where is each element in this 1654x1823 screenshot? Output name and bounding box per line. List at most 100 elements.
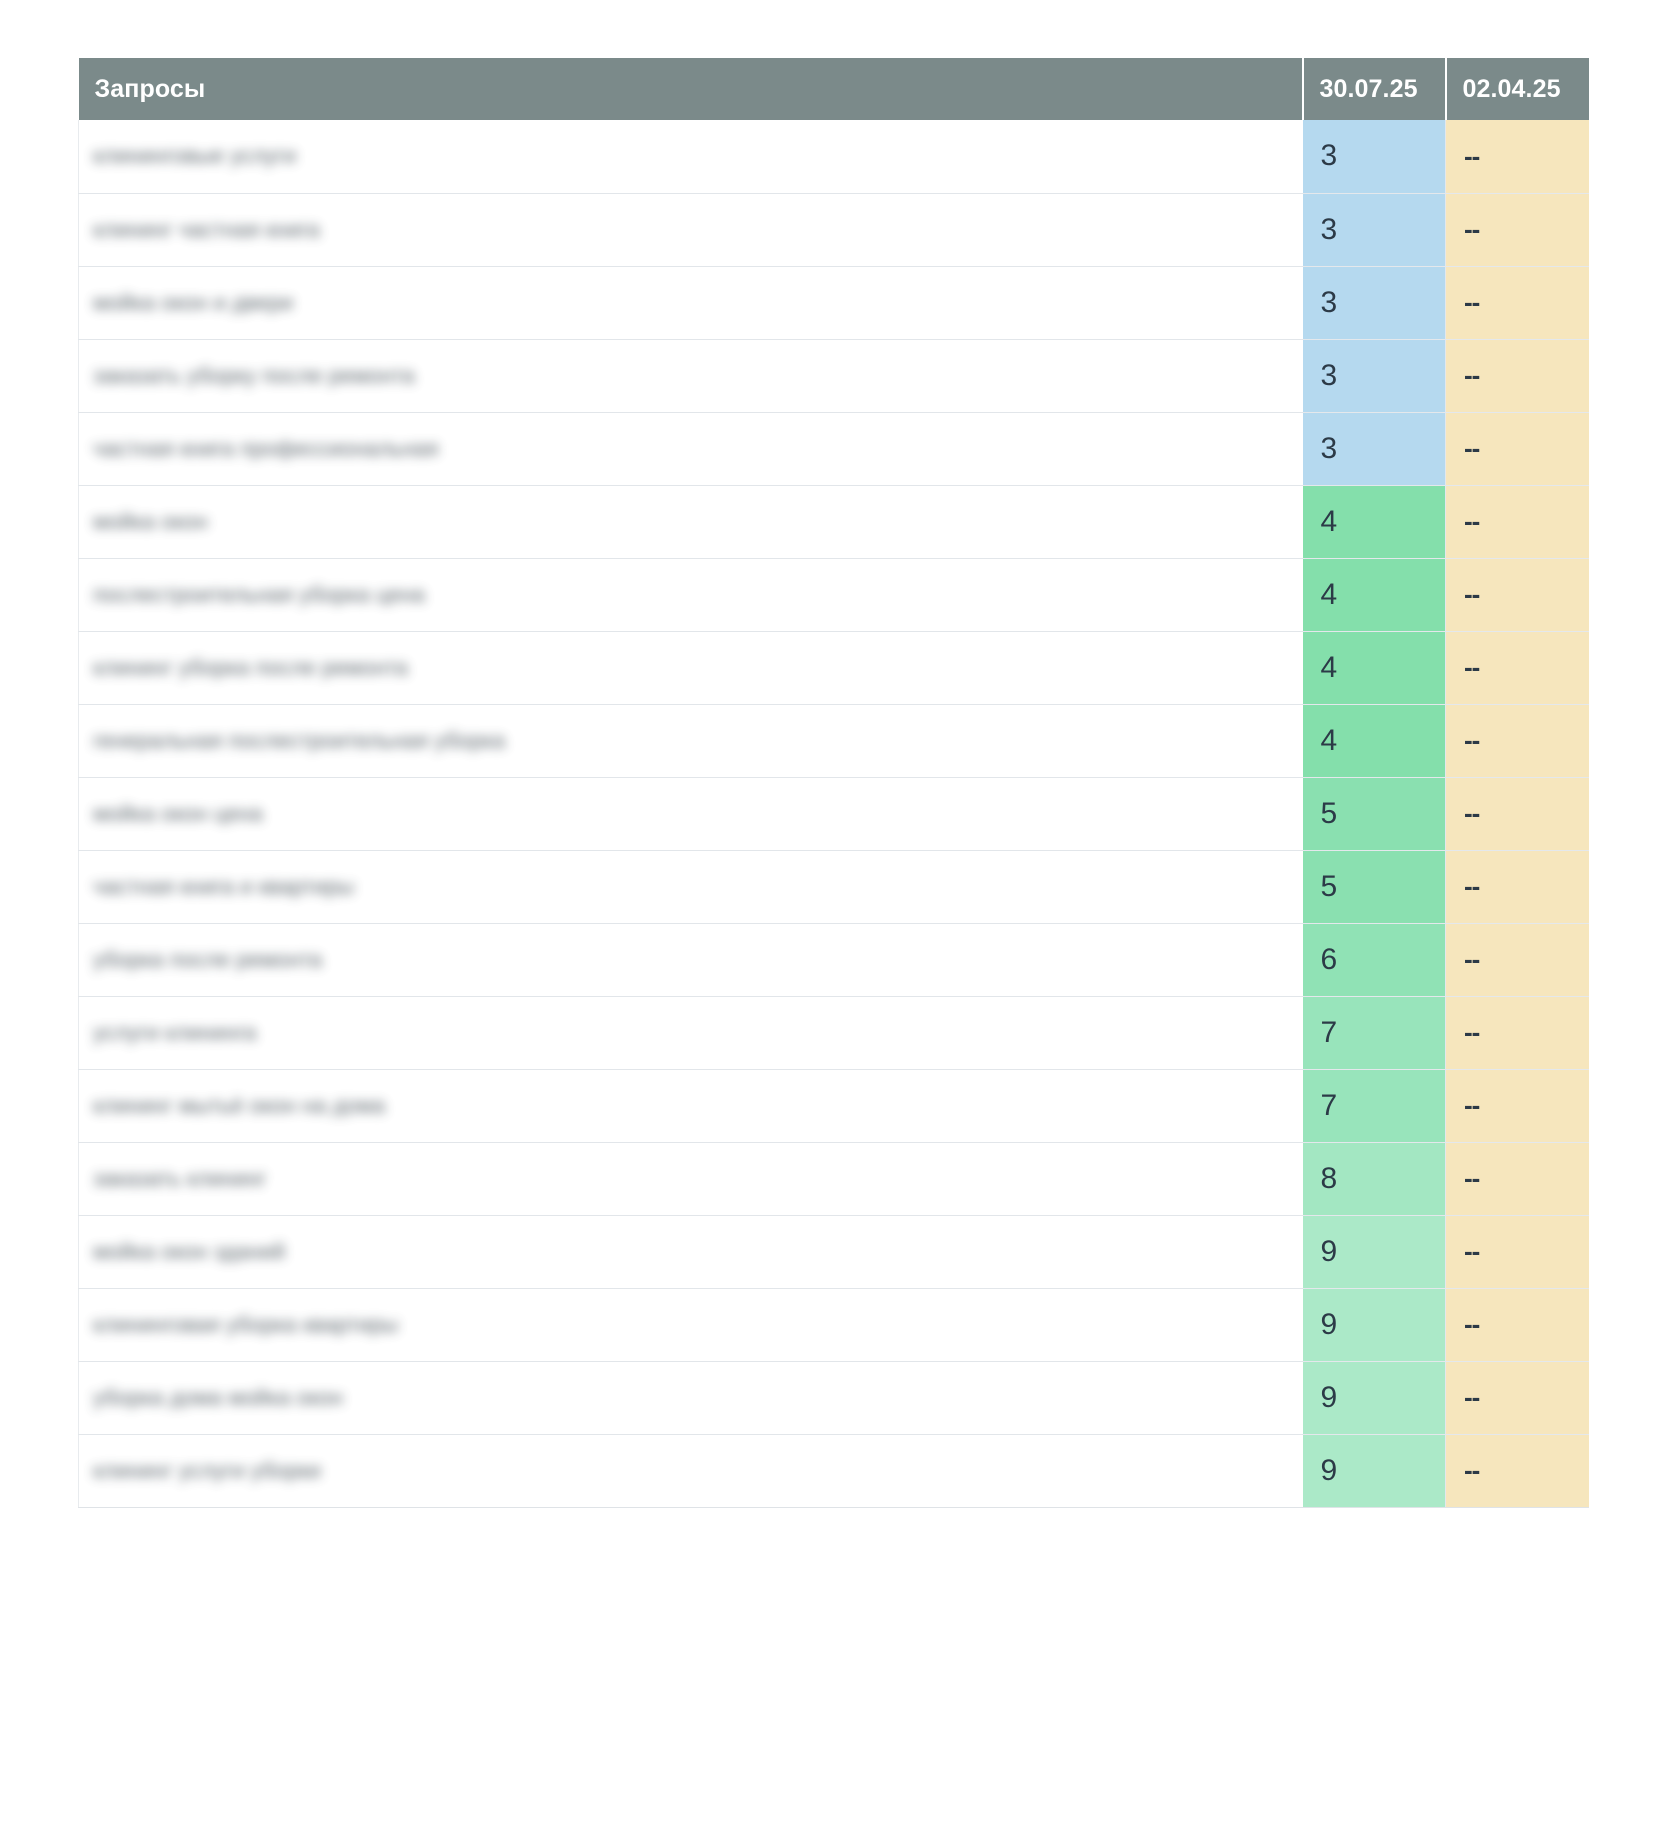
table-row[interactable]: мойка окон цена 5 -- — [78, 777, 1589, 851]
query-text-redacted: частная книга профессиональная — [93, 435, 439, 461]
value-cell-date-1[interactable]: 3 — [1302, 266, 1446, 340]
table-row[interactable]: заказать клининг 8 -- — [78, 1142, 1589, 1216]
table-row[interactable]: мойка окон зданий 9 -- — [78, 1215, 1589, 1289]
value-cell-date-2[interactable]: -- — [1445, 1434, 1589, 1508]
value-cell-date-1[interactable]: 5 — [1302, 777, 1446, 851]
query-text-redacted: клининг уборка после ремонта — [93, 654, 408, 680]
value-cell-date-2[interactable]: -- — [1445, 1215, 1589, 1289]
query-text-redacted: послестроительная уборка цена — [93, 581, 425, 607]
value-cell-date-2[interactable]: -- — [1445, 339, 1589, 413]
query-text-redacted: клининговые услуги — [93, 143, 297, 169]
value-cell-date-1[interactable]: 5 — [1302, 850, 1446, 924]
query-cell[interactable]: мойка окон — [78, 485, 1303, 559]
column-header-queries[interactable]: Запросы — [78, 58, 1304, 120]
value-cell-date-1[interactable]: 8 — [1302, 1142, 1446, 1216]
value-cell-date-1[interactable]: 3 — [1302, 193, 1446, 267]
query-text-redacted: мойка окон и двери — [93, 289, 294, 315]
value-cell-date-1[interactable]: 7 — [1302, 996, 1446, 1070]
value-cell-date-2[interactable]: -- — [1445, 923, 1589, 997]
value-cell-date-2[interactable]: -- — [1445, 704, 1589, 778]
query-text-redacted: клининг частная книга — [93, 216, 320, 242]
value-cell-date-2[interactable]: -- — [1445, 1288, 1589, 1362]
value-cell-date-1[interactable]: 4 — [1302, 485, 1446, 559]
value-cell-date-1[interactable]: 4 — [1302, 558, 1446, 632]
value-cell-date-2[interactable]: -- — [1445, 1069, 1589, 1143]
value-cell-date-2[interactable]: -- — [1445, 412, 1589, 486]
query-cell[interactable]: частная книга профессиональная — [78, 412, 1303, 486]
column-header-date-1[interactable]: 30.07.25 — [1302, 58, 1447, 120]
table-row[interactable]: клининг мытьё окон на дома 7 -- — [78, 1069, 1589, 1143]
table-row[interactable]: уборка после ремонта 6 -- — [78, 923, 1589, 997]
query-cell[interactable]: уборка дома мойка окон — [78, 1361, 1303, 1435]
table-body: клининговые услуги 3 -- клининг частная кни… — [78, 120, 1589, 1508]
query-cell[interactable]: клининговая уборка квартиры — [78, 1288, 1303, 1362]
query-cell[interactable]: заказать клининг — [78, 1142, 1303, 1216]
value-cell-date-1[interactable]: 4 — [1302, 704, 1446, 778]
query-cell[interactable]: заказать уборку после ремонта — [78, 339, 1303, 413]
query-text-redacted: уборка дома мойка окон — [93, 1384, 343, 1410]
query-cell[interactable]: мойка окон зданий — [78, 1215, 1303, 1289]
value-cell-date-1[interactable]: 9 — [1302, 1288, 1446, 1362]
value-cell-date-1[interactable]: 9 — [1302, 1215, 1446, 1289]
query-cell[interactable]: клининг мытьё окон на дома — [78, 1069, 1303, 1143]
value-cell-date-1[interactable]: 3 — [1302, 120, 1446, 194]
value-cell-date-2[interactable]: -- — [1445, 1361, 1589, 1435]
query-cell[interactable]: клининговые услуги — [78, 120, 1303, 194]
value-cell-date-1[interactable]: 3 — [1302, 339, 1446, 413]
query-text-redacted: клининговая уборка квартиры — [93, 1311, 399, 1337]
table-row[interactable]: клининговые услуги 3 -- — [78, 120, 1589, 194]
table-row[interactable]: клининг услуги уборки 9 -- — [78, 1434, 1589, 1508]
query-cell[interactable]: мойка окон цена — [78, 777, 1303, 851]
query-cell[interactable]: клининг уборка после ремонта — [78, 631, 1303, 705]
report-table-container: Запросы 30.07.25 02.04.25 клининговые ус… — [78, 58, 1589, 1508]
table-row[interactable]: мойка окон и двери 3 -- — [78, 266, 1589, 340]
value-cell-date-2[interactable]: -- — [1445, 1142, 1589, 1216]
column-header-date-2[interactable]: 02.04.25 — [1445, 58, 1589, 120]
query-cell[interactable]: услуги клининга — [78, 996, 1303, 1070]
value-cell-date-1[interactable]: 6 — [1302, 923, 1446, 997]
query-text-redacted: услуги клининга — [93, 1019, 257, 1045]
query-text-redacted: мойка окон зданий — [93, 1238, 286, 1264]
query-cell[interactable]: клининг частная книга — [78, 193, 1303, 267]
table-row[interactable]: послестроительная уборка цена 4 -- — [78, 558, 1589, 632]
value-cell-date-2[interactable]: -- — [1445, 193, 1589, 267]
value-cell-date-2[interactable]: -- — [1445, 558, 1589, 632]
value-cell-date-2[interactable]: -- — [1445, 120, 1589, 194]
query-text-redacted: генеральная послестроительная уборка — [93, 727, 506, 753]
query-cell[interactable]: послестроительная уборка цена — [78, 558, 1303, 632]
value-cell-date-2[interactable]: -- — [1445, 631, 1589, 705]
query-text-redacted: клининг мытьё окон на дома — [93, 1092, 386, 1118]
value-cell-date-2[interactable]: -- — [1445, 777, 1589, 851]
table-row[interactable]: заказать уборку после ремонта 3 -- — [78, 339, 1589, 413]
query-cell[interactable]: частная книга и квартиры — [78, 850, 1303, 924]
query-cell[interactable]: мойка окон и двери — [78, 266, 1303, 340]
table-row[interactable]: клининг частная книга 3 -- — [78, 193, 1589, 267]
table-row[interactable]: услуги клининга 7 -- — [78, 996, 1589, 1070]
table-row[interactable]: частная книга и квартиры 5 -- — [78, 850, 1589, 924]
query-text-redacted: заказать клининг — [93, 1165, 267, 1191]
value-cell-date-1[interactable]: 9 — [1302, 1361, 1446, 1435]
value-cell-date-2[interactable]: -- — [1445, 996, 1589, 1070]
query-cell[interactable]: генеральная послестроительная уборка — [78, 704, 1303, 778]
table-row[interactable]: клининговая уборка квартиры 9 -- — [78, 1288, 1589, 1362]
value-cell-date-1[interactable]: 3 — [1302, 412, 1446, 486]
value-cell-date-2[interactable]: -- — [1445, 485, 1589, 559]
table-row[interactable]: уборка дома мойка окон 9 -- — [78, 1361, 1589, 1435]
value-cell-date-1[interactable]: 7 — [1302, 1069, 1446, 1143]
table-row[interactable]: мойка окон 4 -- — [78, 485, 1589, 559]
query-text-redacted: мойка окон — [93, 508, 208, 534]
table-row[interactable]: частная книга профессиональная 3 -- — [78, 412, 1589, 486]
queries-table: Запросы 30.07.25 02.04.25 клининговые ус… — [78, 58, 1589, 1508]
value-cell-date-1[interactable]: 9 — [1302, 1434, 1446, 1508]
query-cell[interactable]: клининг услуги уборки — [78, 1434, 1303, 1508]
query-text-redacted: клининг услуги уборки — [93, 1457, 321, 1483]
value-cell-date-2[interactable]: -- — [1445, 850, 1589, 924]
table-row[interactable]: генеральная послестроительная уборка 4 -- — [78, 704, 1589, 778]
value-cell-date-2[interactable]: -- — [1445, 266, 1589, 340]
query-text-redacted: уборка после ремонта — [93, 946, 323, 972]
query-text-redacted: заказать уборку после ремонта — [93, 362, 415, 388]
table-row[interactable]: клининг уборка после ремонта 4 -- — [78, 631, 1589, 705]
query-cell[interactable]: уборка после ремонта — [78, 923, 1303, 997]
query-text-redacted: частная книга и квартиры — [93, 873, 355, 899]
value-cell-date-1[interactable]: 4 — [1302, 631, 1446, 705]
